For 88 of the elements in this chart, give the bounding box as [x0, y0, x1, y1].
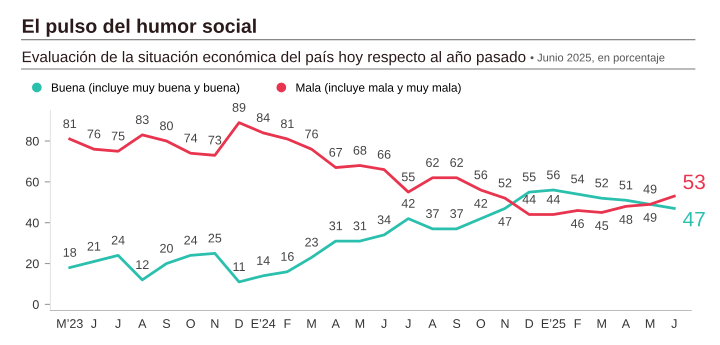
x-tick-label: M’23: [57, 319, 83, 328]
x-tick-label: M: [356, 319, 364, 328]
data-label: 83: [136, 115, 149, 124]
data-label: 56: [546, 170, 560, 180]
data-label: 31: [329, 221, 342, 230]
data-label: 67: [329, 148, 342, 157]
data-label: 37: [450, 209, 463, 218]
chart-title: El pulso del humor social: [22, 18, 256, 37]
data-label: 62: [450, 158, 463, 167]
x-tick-label: A: [622, 319, 630, 328]
x-tick-label: O: [476, 319, 486, 328]
x-tick-label: S: [453, 319, 460, 328]
x-tick-label: A: [332, 319, 340, 328]
data-label: 34: [378, 215, 391, 224]
y-tick-label: 80: [26, 136, 39, 146]
data-label: 84: [256, 113, 270, 122]
x-tick-label: S: [162, 319, 170, 328]
data-label: 16: [281, 252, 294, 261]
x-tick-label: J: [115, 319, 120, 328]
data-label: 12: [136, 260, 149, 269]
data-label: 51: [619, 180, 632, 190]
data-label: 42: [474, 198, 488, 208]
data-label: 44: [522, 195, 536, 204]
data-label: 66: [378, 150, 391, 159]
data-label: 73: [208, 136, 222, 145]
x-tick-label: N: [211, 319, 218, 328]
data-label: 25: [208, 234, 222, 243]
x-tick-label: J: [381, 319, 386, 328]
y-tick-label: 40: [26, 218, 39, 228]
chart-subtitle: Evaluación de la situación económica del país hoy respecto al año pasado: [22, 50, 526, 66]
x-tick-label: M: [646, 319, 654, 328]
data-label: 47: [498, 217, 512, 226]
data-label: 76: [305, 130, 318, 138]
data-label: 45: [595, 221, 608, 230]
data-label: 49: [643, 184, 656, 194]
data-label: 31: [353, 221, 366, 230]
data-label: 47: [683, 212, 705, 226]
data-label: 52: [595, 178, 608, 188]
data-label: 18: [64, 248, 76, 257]
data-label: 49: [643, 212, 656, 222]
x-tick-label: J: [405, 319, 410, 328]
data-label: 44: [546, 195, 560, 204]
data-label: 53: [683, 174, 705, 190]
x-tick-label: M: [598, 319, 606, 328]
data-label: 24: [112, 236, 125, 244]
data-label: 80: [160, 121, 173, 130]
x-tick-label: A: [428, 319, 437, 328]
x-tick-label: F: [284, 319, 291, 328]
data-label: 46: [570, 219, 584, 228]
x-tick-label: J: [90, 319, 96, 328]
data-label: 56: [474, 170, 488, 180]
y-tick-label: 20: [26, 259, 39, 268]
y-tick-label: 60: [26, 178, 39, 187]
data-label: 62: [426, 158, 439, 167]
data-label: 42: [402, 198, 415, 208]
data-label: 20: [160, 244, 173, 253]
data-label: 54: [571, 174, 584, 184]
data-label: 68: [354, 146, 366, 155]
text: • Junio 2025, en porcentaje: [530, 53, 664, 64]
x-tick-label: O: [186, 319, 195, 328]
data-label: 55: [522, 172, 536, 182]
data-label: 76: [88, 130, 100, 138]
x-tick-label: E’25: [542, 319, 566, 328]
data-label: 14: [257, 256, 270, 265]
data-label: 81: [280, 119, 294, 128]
x-tick-label: M: [307, 319, 316, 328]
data-label: 48: [619, 215, 632, 224]
data-label: 75: [112, 132, 125, 140]
x-tick-label: N: [502, 319, 508, 328]
legend-label: Buena (incluye muy buena y buena): [52, 83, 240, 94]
data-label: 11: [233, 262, 245, 271]
data-label: 24: [184, 236, 198, 244]
x-tick-label: A: [138, 319, 146, 328]
legend-label: Mala (incluye mala y muy mala): [296, 83, 461, 94]
data-label: 37: [426, 209, 439, 218]
data-label: 81: [63, 119, 76, 128]
data-label: 74: [184, 134, 198, 142]
x-tick-label: D: [236, 319, 243, 328]
data-label: 23: [305, 238, 318, 247]
x-tick-label: F: [574, 319, 581, 328]
y-tick-label: 0: [32, 300, 39, 310]
data-label: 52: [498, 178, 512, 188]
x-tick-label: D: [526, 319, 534, 328]
x-tick-label: J: [671, 319, 676, 328]
x-tick-label: E’24: [252, 319, 276, 328]
data-label: 55: [402, 172, 415, 182]
data-label: 89: [232, 102, 246, 112]
data-label: 21: [88, 242, 100, 251]
